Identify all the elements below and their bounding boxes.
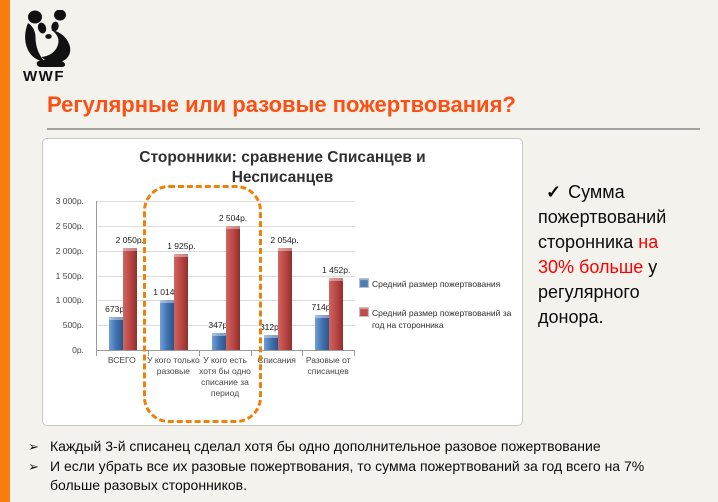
bar-value-label: 2 054р. (270, 235, 299, 245)
checkmark-icon: ✓ (546, 182, 562, 202)
category-tick (354, 351, 355, 356)
legend-label: Средний размер пожертвования (372, 279, 501, 289)
legend-marker-icon (360, 308, 368, 316)
bar-series-2 (277, 248, 292, 350)
bar-value-label: 1 925р. (167, 241, 196, 251)
footnote-bullet-icon: ➢ (28, 458, 39, 474)
bar-series-2 (174, 254, 189, 350)
bar-value-label: 312р. (259, 322, 282, 332)
category-tick (302, 351, 304, 356)
x-tick-label: Разовые от списанцев (305, 355, 351, 376)
category-tick (199, 351, 201, 356)
callout-segment: на 30% больше (538, 232, 659, 277)
y-tick-label: 2 000р. (55, 245, 84, 256)
footnotes-list: ➢ Каждый 3-й списанец сделал хотя бы одно… (28, 437, 658, 496)
callout-segment: у регулярного донора. (538, 257, 658, 327)
footnote-item: ➢ И если убрать все их разовые пожертвова… (28, 457, 658, 496)
y-tick-label: 500р. (62, 320, 84, 331)
callout-segment: Сумма пожертвований сторонника (538, 182, 667, 252)
y-tick-label: 3 000р. (55, 196, 84, 206)
chart-legend: Средний размер пожертвования Средний разм… (360, 278, 518, 331)
bar-series-2 (122, 248, 137, 350)
callout: ✓ Сумма пожертвований сторонника на 30% б… (538, 180, 680, 330)
category-tick (250, 351, 252, 356)
y-tick-label: 1 000р. (55, 295, 84, 306)
legend-label: Средний размер пожертвований за год на с… (372, 308, 512, 330)
bar-series-2 (329, 278, 344, 350)
legend-item: Средний размер пожертвований за год на с… (360, 307, 518, 331)
chart-title: Сторонники: сравнение Списанцев и Неспис… (139, 149, 426, 187)
x-tick-label: У кого только разовые (147, 355, 200, 376)
y-tick-label: 1 500р. (55, 270, 84, 281)
plot-area: 673р. 2 050р. 1 014р. 1 925р. 347р. 2 504р. 31… (96, 201, 355, 351)
bar-value-label: 1 014р. (153, 287, 182, 297)
bar-value-label: 673р. (105, 304, 127, 314)
bar-series-1 (108, 317, 123, 350)
category-tick (147, 351, 149, 356)
legend-item: Средний размер пожертвования (360, 278, 518, 290)
footnote-text: Каждый 3-й списанец сделал хотя бы одно … (50, 438, 601, 454)
bar-series-1 (212, 333, 226, 350)
page-title: Регулярные или разовые пожертвования? (47, 92, 516, 117)
gridline (97, 201, 355, 202)
x-tick-label: У кого есть хотя бы одно списание за пер… (199, 355, 251, 398)
bar-value-label: 347р. (208, 320, 230, 330)
accent-strip (0, 0, 10, 502)
callout-text: Сумма пожертвований сторонника на 30% бо… (538, 182, 666, 327)
x-tick-label: ВСЕГО (107, 355, 136, 365)
legend-marker-icon (360, 279, 368, 287)
wwf-logo: WWF (23, 10, 81, 84)
wwf-logo-text: WWF (23, 68, 65, 85)
title-divider (47, 128, 700, 130)
bar-value-label: 2 504р. (218, 213, 248, 223)
bar-value-label: 714р. (311, 302, 333, 312)
bar-series-1 (160, 300, 175, 350)
y-tick-label: 0р. (72, 345, 84, 355)
bar-value-label: 1 452р. (322, 265, 351, 275)
chart-panel: Сторонники: сравнение Списанцев и Неспис… (42, 138, 523, 426)
footnote-text: И если убрать все их разовые пожертвован… (50, 457, 645, 494)
footnote-bullet-icon: ➢ (28, 439, 39, 454)
category-tick (96, 351, 97, 356)
bar-series-2 (226, 226, 240, 350)
bar-value-label: 2 050р. (115, 235, 144, 245)
x-tick-label: Списания (257, 355, 296, 365)
bar-series-1 (315, 315, 330, 350)
panda-icon (25, 10, 71, 67)
y-axis: 3 000р. 2 500р. 2 000р. 1 500р. 1 000р. 500р.… (43, 196, 90, 355)
bar-series-1 (263, 335, 278, 350)
x-axis: ВСЕГО У кого только разовые У кого есть хо… (96, 351, 355, 421)
highlight-box (142, 185, 262, 423)
footnote-item: ➢ Каждый 3-й списанец сделал хотя бы одно… (28, 437, 658, 457)
y-tick-label: 2 500р. (55, 220, 84, 231)
